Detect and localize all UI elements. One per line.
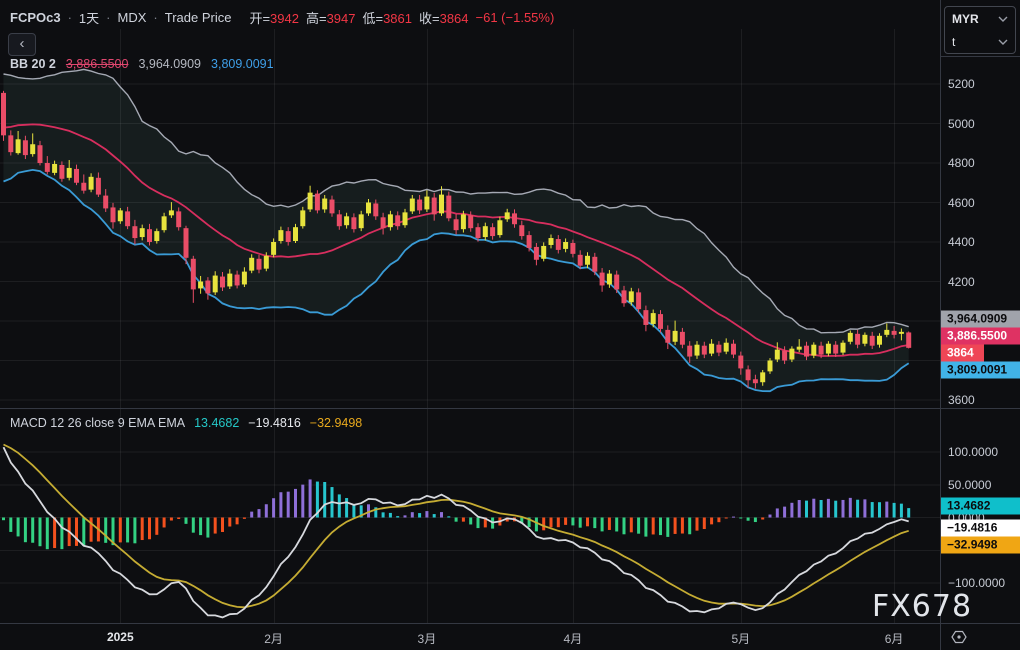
open-field: 开=3942: [249, 8, 299, 27]
fx678-watermark: FX678: [872, 589, 972, 624]
price-axis-tick: 4600: [948, 196, 975, 210]
macd-value-tag: 13.4682: [941, 497, 1020, 514]
macd-name: MACD 12 26 close 9 EMA EMA: [10, 416, 185, 430]
high-field: 高=3947: [306, 8, 356, 27]
chevron-down-icon: [998, 16, 1008, 22]
interval-label[interactable]: 1天: [79, 8, 99, 27]
close-field: 收=3864: [419, 8, 469, 27]
price-axis-tick: 4200: [948, 275, 975, 289]
back-button[interactable]: ‹: [8, 33, 36, 56]
time-axis-label: 2月: [264, 630, 283, 647]
time-axis-label: 2025: [107, 630, 134, 644]
time-axis-label: 5月: [731, 630, 750, 647]
price-tag: 3,886.5500: [941, 328, 1020, 345]
scale-unit-box: MYR t: [944, 6, 1016, 54]
chevron-down-icon: [998, 39, 1008, 45]
macd-axis-tick: 100.0000: [948, 445, 998, 459]
bb-upper-value: 3,964.0909: [138, 57, 201, 71]
price-axis-tick: 4400: [948, 235, 975, 249]
trading-chart-window: FCPOc3 · 1天 · MDX · Trade Price 开=3942 高…: [0, 0, 1020, 650]
unit-dropdown[interactable]: t: [945, 30, 1015, 53]
time-axis-label: 4月: [564, 630, 583, 647]
macd-line-value: −19.4816: [248, 416, 300, 430]
currency-dropdown[interactable]: MYR: [945, 7, 1015, 30]
price-tag: 3,809.0091: [941, 362, 1020, 379]
macd-signal-value: −32.9498: [310, 416, 362, 430]
bb-basis-value: 3,886.5500: [66, 57, 129, 71]
symbol-header: FCPOc3 · 1天 · MDX · Trade Price 开=3942 高…: [10, 8, 554, 27]
candlestick-chart[interactable]: [0, 0, 1020, 650]
low-field: 低=3861: [362, 8, 412, 27]
bb-indicator-row[interactable]: BB 20 2 3,886.5500 3,964.0909 3,809.0091: [10, 57, 274, 71]
series-type-label: Trade Price: [165, 10, 232, 25]
price-axis-tick: 5000: [948, 117, 975, 131]
macd-axis-tick: −100.0000: [948, 576, 1005, 590]
price-tag: 3,964.0909: [941, 311, 1020, 328]
price-axis-tick: 5200: [948, 77, 975, 91]
price-tag: 3864: [941, 345, 984, 362]
price-axis-tick: 4800: [948, 156, 975, 170]
macd-hist-value: 13.4682: [194, 416, 239, 430]
macd-value-tag: −19.4816: [941, 519, 1020, 536]
bb-lower-value: 3,809.0091: [211, 57, 274, 71]
macd-value-tag: −32.9498: [941, 536, 1020, 553]
macd-indicator-row[interactable]: MACD 12 26 close 9 EMA EMA 13.4682 −19.4…: [10, 416, 362, 430]
price-axis-tick: 3600: [948, 393, 975, 407]
symbol-name[interactable]: FCPOc3: [10, 10, 61, 25]
exchange-label: MDX: [118, 10, 147, 25]
bb-name: BB 20 2: [10, 57, 56, 71]
macd-axis-tick: 50.0000: [948, 478, 991, 492]
scale-settings-hexagon-icon[interactable]: [948, 629, 970, 645]
time-axis-label: 3月: [418, 630, 437, 647]
time-axis-label: 6月: [885, 630, 904, 647]
change-field: −61 (−1.55%): [476, 10, 555, 25]
